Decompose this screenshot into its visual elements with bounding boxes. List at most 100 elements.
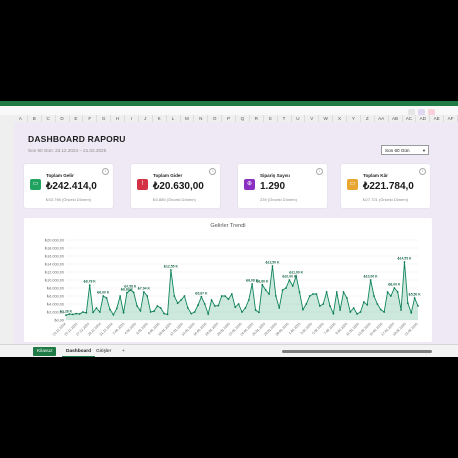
column-header-k[interactable]: K — [153, 115, 167, 122]
data-point — [356, 313, 358, 315]
data-point — [268, 293, 270, 295]
data-point — [126, 291, 128, 294]
kpi-title: Sipariş Sayısı — [260, 173, 290, 178]
column-header-y[interactable]: Y — [347, 115, 361, 122]
data-point — [139, 309, 142, 312]
data-point — [95, 307, 98, 309]
y-tick-label: ₺2.000,00 — [47, 311, 64, 315]
data-label: ₺14,55 K — [396, 257, 412, 261]
tab-kilavuz[interactable]: Kilavuz — [33, 347, 57, 356]
data-point — [68, 313, 71, 315]
data-point — [406, 302, 409, 305]
data-point — [376, 303, 379, 305]
data-point — [220, 295, 223, 297]
date-range-subtitle: Son 60 Gün: 23.12.2024 – 21.02.2025 — [28, 148, 107, 153]
y-tick-label: ₺10.000,00 — [45, 279, 64, 283]
data-point — [88, 284, 91, 287]
info-icon[interactable]: i — [419, 168, 426, 175]
column-header-d[interactable]: D — [56, 115, 70, 122]
data-point — [352, 307, 355, 309]
data-point — [325, 291, 328, 293]
column-header-af[interactable]: AF — [444, 115, 458, 122]
kpi-value: ₺20.630,00 — [153, 181, 204, 192]
column-header-r[interactable]: R — [250, 115, 264, 122]
tab-girisler[interactable]: Girişler — [96, 349, 112, 354]
data-point — [193, 311, 196, 313]
data-point — [122, 311, 125, 314]
add-sheet-button[interactable]: + — [122, 349, 125, 354]
column-header-ae[interactable]: AE — [430, 115, 445, 122]
data-point — [312, 293, 314, 295]
data-point — [390, 295, 392, 297]
data-point — [149, 311, 152, 313]
column-header-x[interactable]: X — [333, 115, 347, 122]
data-point — [400, 309, 402, 311]
column-header-a[interactable]: A — [14, 115, 28, 122]
data-point — [98, 311, 101, 313]
column-header-u[interactable]: U — [292, 115, 306, 122]
column-header-g[interactable]: G — [97, 115, 112, 122]
chart-title: Gelirler Trendi — [210, 223, 245, 229]
y-tick-label: ₺18.000,00 — [45, 247, 64, 251]
info-icon[interactable]: i — [316, 168, 323, 175]
y-tick-label: ₺0,00 — [54, 319, 64, 323]
period-select[interactable]: Son 60 Gün ▼ — [381, 145, 429, 155]
column-header-j[interactable]: J — [139, 115, 153, 122]
data-point — [65, 314, 67, 317]
column-header-z[interactable]: Z — [361, 115, 375, 122]
toolbar-icon[interactable] — [428, 109, 435, 116]
column-header-w[interactable]: W — [319, 115, 334, 122]
revenue-chart-panel: Gelirler Trendi ₺0,00 ₺2.000,00 ₺4.000,00 ₺6… — [24, 218, 432, 342]
data-point — [308, 295, 311, 297]
data-point — [159, 307, 162, 309]
series-area — [66, 262, 418, 320]
column-header-h[interactable]: H — [111, 115, 125, 122]
data-point — [329, 305, 331, 307]
column-header-q[interactable]: Q — [236, 115, 250, 122]
column-header-p[interactable]: P — [222, 115, 236, 122]
column-header-i[interactable]: I — [125, 115, 139, 122]
column-header-ad[interactable]: AD — [416, 115, 431, 122]
horizontal-scrollbar[interactable] — [282, 350, 432, 353]
column-header-ab[interactable]: AB — [389, 115, 403, 122]
tab-dashboard[interactable]: Dashboard — [62, 347, 96, 357]
data-label: ₺5,50 K — [408, 293, 422, 297]
column-header-l[interactable]: L — [167, 115, 181, 122]
cart-icon: ⊕ — [244, 179, 255, 190]
data-point — [142, 291, 145, 293]
kpi-card: ▭ Toplam Kâr ₺221.784,0 ₺27.721 (Önceki Dön… — [341, 164, 430, 208]
kpi-previous-period: ₺3.885 (Önceki Dönem) — [153, 197, 196, 202]
column-header-v[interactable]: V — [305, 115, 320, 122]
kpi-value: ₺242.414,0 — [46, 181, 97, 192]
data-point — [254, 309, 257, 311]
data-label: ₺7,04 K — [137, 287, 151, 291]
kpi-card: ! Toplam Gider ₺20.630,00 ₺3.885 (Önceki Dö… — [131, 164, 220, 208]
data-point — [82, 311, 84, 313]
toolbar-icon[interactable] — [408, 109, 415, 116]
column-header-s[interactable]: S — [264, 115, 278, 122]
data-point — [237, 303, 240, 305]
column-header-e[interactable]: E — [70, 115, 84, 122]
column-header-n[interactable]: N — [194, 115, 209, 122]
column-header-t[interactable]: T — [278, 115, 292, 122]
toolbar-icon[interactable] — [418, 109, 425, 116]
data-label: ₺12,55 K — [163, 265, 179, 269]
data-point — [413, 297, 416, 299]
column-header-m[interactable]: M — [181, 115, 195, 122]
column-header-f[interactable]: F — [83, 115, 98, 122]
column-header-ac[interactable]: AC — [403, 115, 417, 122]
info-icon[interactable]: i — [209, 168, 216, 175]
y-tick-label: ₺8.000,00 — [47, 287, 64, 291]
data-point — [71, 313, 74, 316]
info-icon[interactable]: i — [102, 168, 109, 175]
y-tick-label: ₺6.000,00 — [47, 295, 64, 299]
data-point — [136, 305, 138, 307]
column-header-aa[interactable]: AA — [375, 115, 389, 122]
data-point — [281, 289, 284, 291]
column-header-b[interactable]: B — [28, 115, 42, 122]
data-point — [224, 295, 226, 297]
column-header-o[interactable]: O — [208, 115, 223, 122]
column-header-c[interactable]: C — [42, 115, 56, 122]
data-point — [332, 312, 335, 315]
y-tick-label: ₺12.000,00 — [45, 271, 64, 275]
